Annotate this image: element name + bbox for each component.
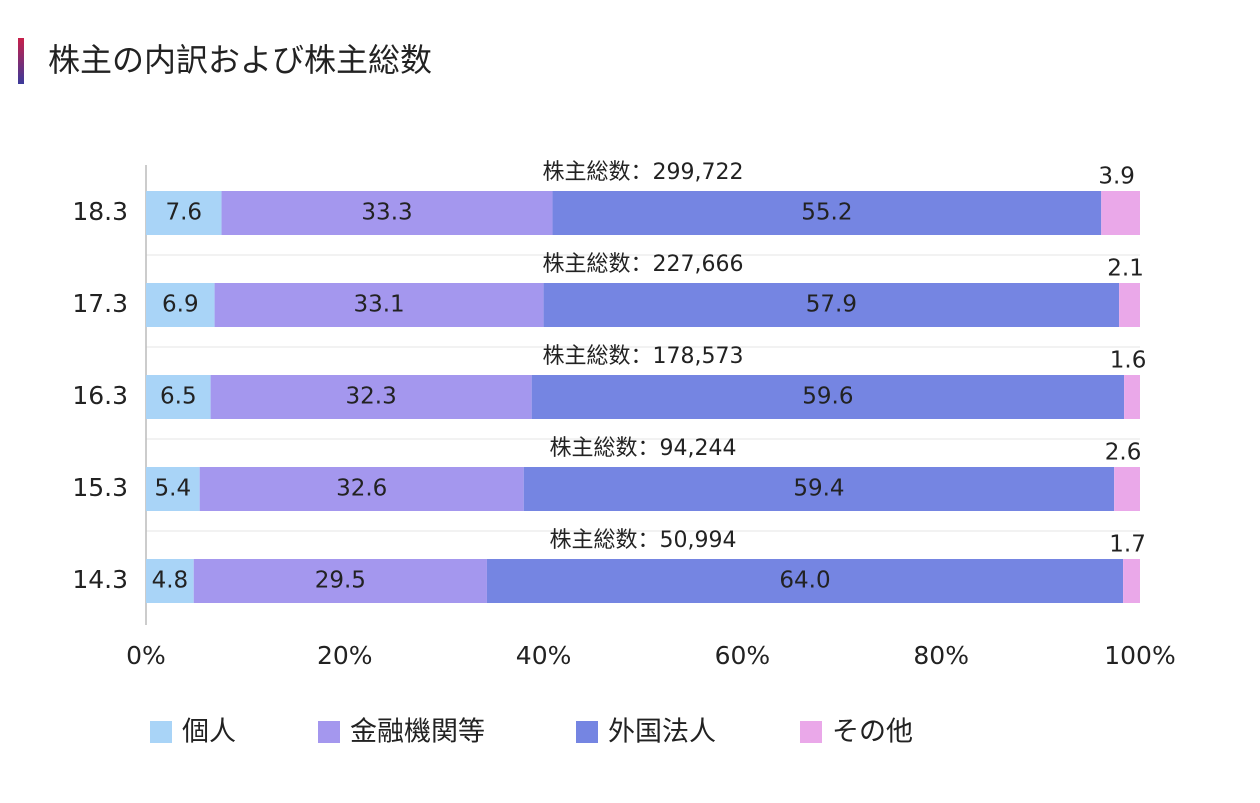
bar-segment bbox=[193, 559, 487, 603]
bar-segment bbox=[146, 467, 200, 511]
data-label: 59.6 bbox=[802, 384, 853, 410]
legend-label: その他 bbox=[832, 717, 913, 748]
data-label: 29.5 bbox=[315, 568, 366, 594]
chart: 0% 20% 40% 60% 80% 100% 18.3 株主総数：299,722 7.6 33.… bbox=[72, 160, 1175, 748]
bar-segment bbox=[552, 191, 1102, 235]
bar-segment bbox=[146, 191, 222, 235]
bar-segment bbox=[1101, 191, 1140, 235]
data-label: 32.6 bbox=[336, 476, 387, 502]
y-tick-label: 17.3 bbox=[72, 289, 128, 318]
data-label: 57.9 bbox=[806, 292, 857, 318]
y-tick-label: 16.3 bbox=[72, 381, 128, 410]
y-tick-label: 14.3 bbox=[72, 565, 128, 594]
bar-segment bbox=[221, 191, 553, 235]
bar-segment bbox=[1114, 467, 1140, 511]
annotation: 株主総数：94,244 bbox=[550, 436, 737, 461]
legend-swatch bbox=[576, 721, 598, 743]
legend-label: 金融機関等 bbox=[350, 717, 485, 748]
title-accent bbox=[18, 38, 24, 84]
data-label: 4.8 bbox=[152, 568, 189, 594]
annotation: 株主総数：299,722 bbox=[543, 160, 744, 185]
annotation: 株主総数：227,666 bbox=[543, 252, 744, 277]
data-label: 55.2 bbox=[801, 200, 852, 226]
y-tick-label: 15.3 bbox=[72, 473, 128, 502]
data-label: 3.9 bbox=[1098, 164, 1135, 190]
data-label: 1.6 bbox=[1110, 348, 1147, 374]
data-label: 5.4 bbox=[155, 476, 192, 502]
x-tick-label: 100% bbox=[1104, 641, 1175, 670]
bar-segment bbox=[1119, 283, 1140, 327]
bar-segment bbox=[146, 283, 215, 327]
data-label: 2.1 bbox=[1107, 256, 1144, 282]
bar-segment bbox=[1123, 559, 1140, 603]
x-tick-label: 60% bbox=[715, 641, 771, 670]
bar-segment bbox=[531, 375, 1125, 419]
bar-segment bbox=[210, 375, 532, 419]
bar-segment bbox=[1124, 375, 1140, 419]
bar-segment bbox=[146, 559, 194, 603]
data-label: 1.7 bbox=[1109, 532, 1146, 558]
data-label: 33.1 bbox=[353, 292, 404, 318]
annotation: 株主総数：178,573 bbox=[543, 344, 744, 369]
legend-label: 外国法人 bbox=[608, 717, 716, 748]
data-label: 33.3 bbox=[361, 200, 412, 226]
bar-segment bbox=[543, 283, 1120, 327]
y-tick-label: 18.3 bbox=[72, 197, 128, 226]
data-label: 59.4 bbox=[793, 476, 844, 502]
data-label: 6.9 bbox=[162, 292, 199, 318]
data-label: 2.6 bbox=[1105, 440, 1142, 466]
bar-segment bbox=[523, 467, 1115, 511]
page-title: 株主の内訳および株主総数 bbox=[48, 41, 432, 79]
bar-segment bbox=[214, 283, 544, 327]
data-label: 64.0 bbox=[779, 568, 830, 594]
bar-segment bbox=[199, 467, 524, 511]
legend-swatch bbox=[150, 721, 172, 743]
legend-label: 個人 bbox=[182, 717, 236, 748]
data-label: 32.3 bbox=[346, 384, 397, 410]
legend-swatch bbox=[318, 721, 340, 743]
x-tick-label: 20% bbox=[317, 641, 373, 670]
bar-segment bbox=[146, 375, 211, 419]
bar-segment bbox=[486, 559, 1124, 603]
data-label: 6.5 bbox=[160, 384, 197, 410]
data-label: 7.6 bbox=[165, 200, 202, 226]
annotation: 株主総数：50,994 bbox=[550, 528, 737, 553]
x-tick-label: 40% bbox=[516, 641, 572, 670]
x-tick-label: 0% bbox=[126, 641, 166, 670]
legend-swatch bbox=[800, 721, 822, 743]
x-tick-label: 80% bbox=[913, 641, 969, 670]
